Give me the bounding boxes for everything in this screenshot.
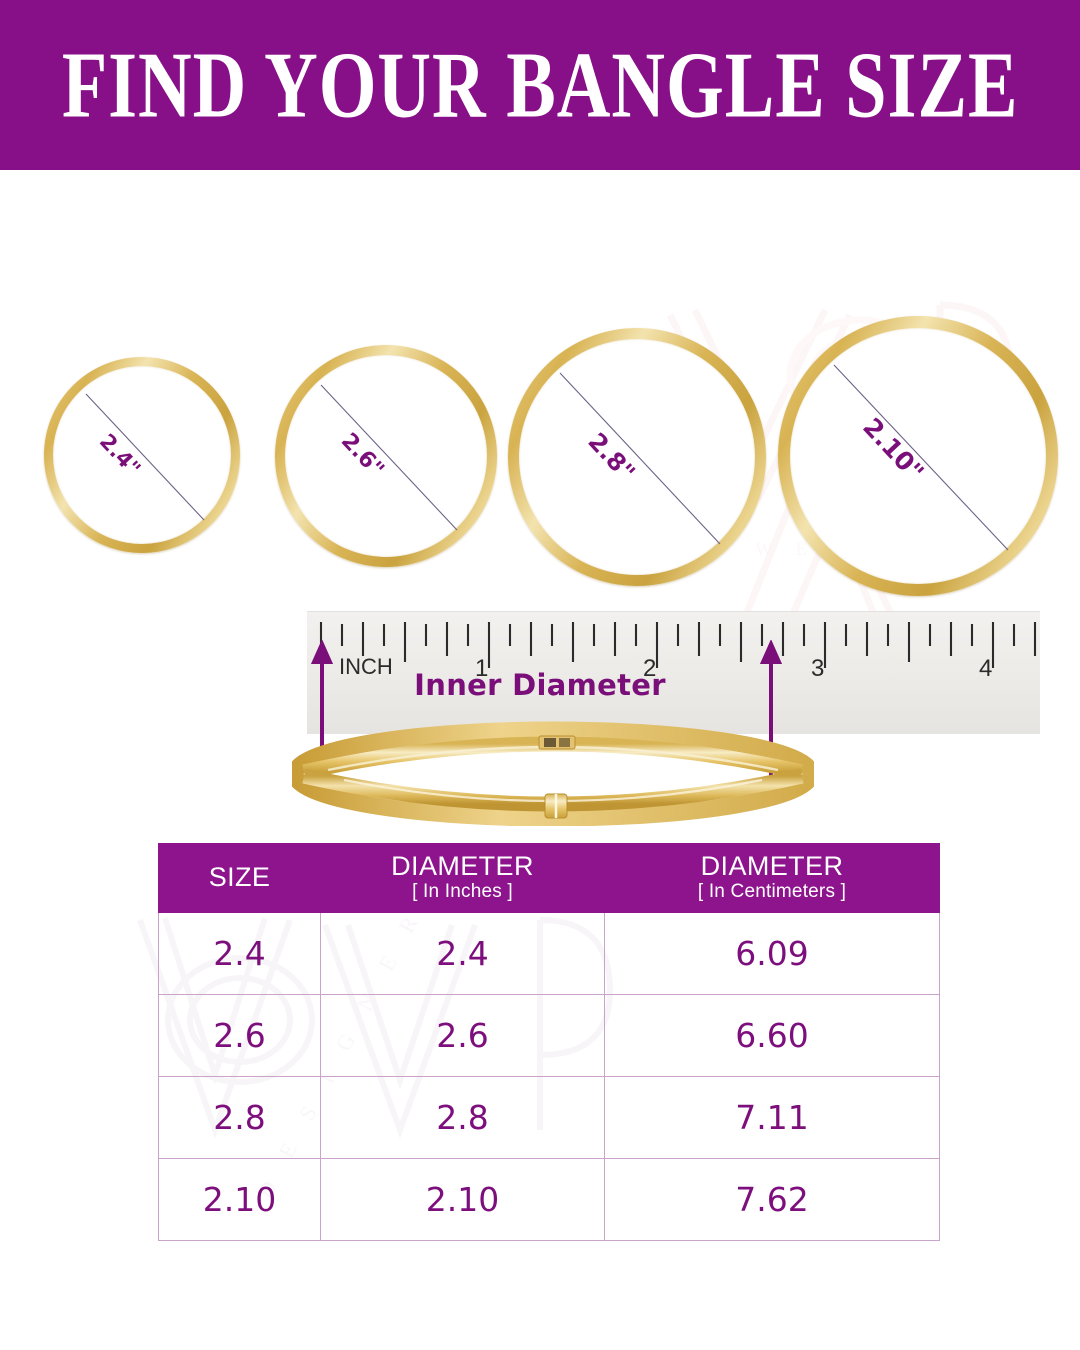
- diameter-line-2-6: [320, 384, 458, 531]
- cell-size: 2.10: [158, 1157, 321, 1241]
- ruler-tick-2: 2: [643, 655, 656, 682]
- ruler-ticks: INCH 1 2 3 4: [319, 622, 1037, 682]
- bangle-circles-row: 2.4" 2.6" 2.8" 2.10": [0, 300, 1080, 600]
- cell-cm: 6.09: [604, 911, 940, 995]
- diameter-line-2-8: [559, 372, 721, 545]
- ruler-unit-label: INCH: [339, 654, 393, 679]
- table-row: 2.4 2.4 6.09: [158, 911, 940, 995]
- cell-cm: 7.11: [604, 1075, 940, 1159]
- column-header-diameter-inches: DIAMETER [ In Inches ]: [320, 843, 605, 913]
- ruler-tick-1: 1: [475, 655, 488, 682]
- ruler-tick-4: 4: [979, 655, 992, 682]
- cell-size: 2.6: [158, 993, 321, 1077]
- inner-diameter-label: Inner Diameter: [414, 668, 666, 702]
- diameter-line-2-10: [833, 364, 1009, 551]
- ruler-tick-3: 3: [811, 655, 824, 682]
- bangle-circle-2-8: 2.8": [508, 328, 766, 586]
- cell-cm: 7.62: [604, 1157, 940, 1241]
- table-row: 2.10 2.10 7.62: [158, 1157, 940, 1241]
- ruler-graphic: INCH 1 2 3 4: [307, 611, 1040, 734]
- table-header-row: SIZE DIAMETER [ In Inches ] DIAMETER [ I…: [158, 843, 940, 913]
- page-header-banner: FIND YOUR BANGLE SIZE: [0, 0, 1080, 170]
- cell-inches: 2.6: [320, 993, 605, 1077]
- cell-size: 2.4: [158, 911, 321, 995]
- column-header-size: SIZE: [158, 843, 321, 913]
- bangle-photo: [292, 721, 814, 826]
- diameter-line-2-4: [85, 393, 205, 521]
- cell-size: 2.8: [158, 1075, 321, 1159]
- bangle-circle-2-6: 2.6": [275, 345, 497, 567]
- bangle-circle-2-10: 2.10": [778, 316, 1058, 596]
- cell-inches: 2.8: [320, 1075, 605, 1159]
- cell-inches: 2.4: [320, 911, 605, 995]
- page-title: FIND YOUR BANGLE SIZE: [61, 32, 1019, 138]
- column-header-diameter-centimeters: DIAMETER [ In Centimeters ]: [604, 843, 940, 913]
- cell-inches: 2.10: [320, 1157, 605, 1241]
- bangle-circle-2-4: 2.4": [44, 357, 240, 553]
- cell-cm: 6.60: [604, 993, 940, 1077]
- size-table: SIZE DIAMETER [ In Inches ] DIAMETER [ I…: [158, 843, 940, 1241]
- table-row: 2.6 2.6 6.60: [158, 993, 940, 1077]
- table-row: 2.8 2.8 7.11: [158, 1075, 940, 1159]
